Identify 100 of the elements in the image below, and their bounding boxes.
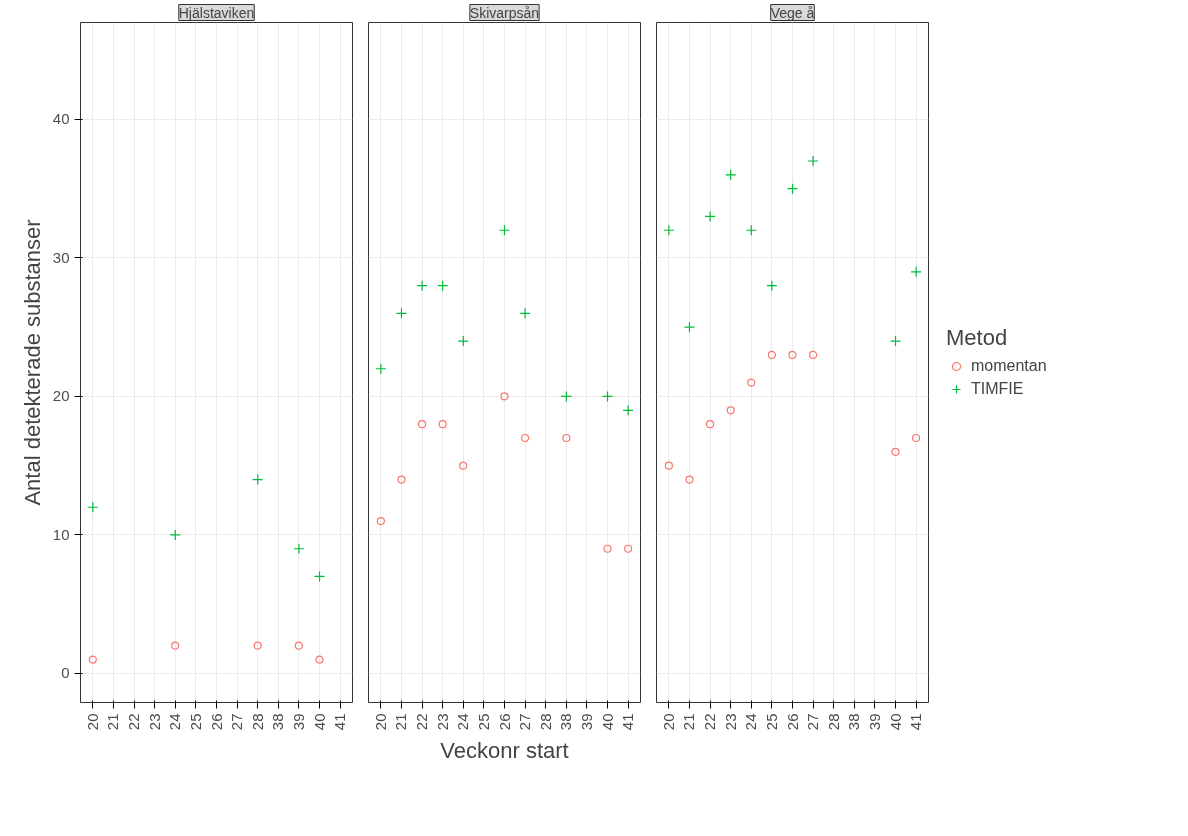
x-tick-label: 28 (536, 713, 554, 731)
x-tick-label: 25 (762, 713, 780, 731)
point (438, 420, 447, 429)
x-tick-label: 24 (166, 713, 184, 731)
x-tick-label: 26 (495, 713, 513, 731)
x-tick-label: 40 (886, 713, 904, 731)
point (437, 280, 449, 292)
x-axis-title: Veckonr start (440, 738, 569, 764)
x-tick-label: 39 (289, 713, 307, 731)
point (562, 433, 571, 443)
y-axis-title: Antal detekterade substanser (19, 219, 45, 506)
x-tick-label: 20 (371, 713, 389, 731)
point (910, 266, 922, 278)
x-tick-label: 27 (228, 713, 246, 731)
point (889, 335, 902, 347)
x-tick-label: 20 (659, 713, 677, 731)
point (745, 224, 757, 236)
point (747, 378, 756, 387)
point (417, 420, 427, 429)
point (786, 183, 799, 195)
x-tick-label: 22 (125, 713, 143, 731)
point (395, 307, 408, 319)
x-tick-label: 41 (619, 713, 637, 731)
point (685, 475, 694, 484)
x-tick-label: 39 (865, 713, 883, 731)
x-tick-label: 21 (680, 713, 698, 731)
point (767, 350, 776, 359)
x-tick-label: 38 (269, 713, 287, 731)
point (252, 473, 264, 486)
point (87, 501, 99, 513)
point (891, 447, 900, 456)
point (171, 641, 180, 650)
point (293, 543, 305, 555)
point (397, 475, 406, 484)
x-tick-label: 23 (433, 713, 451, 731)
point (809, 350, 818, 359)
x-tick-label: 21 (104, 713, 122, 731)
point (519, 307, 531, 319)
point (705, 420, 715, 429)
point (560, 390, 572, 403)
x-tick-label: 38 (557, 713, 575, 731)
point (416, 280, 428, 292)
y-tick-label: 0 (61, 664, 70, 682)
point (601, 390, 614, 403)
point (663, 224, 675, 236)
point (498, 224, 511, 236)
point (766, 280, 778, 292)
point (624, 544, 633, 553)
point (88, 655, 97, 664)
point (459, 461, 468, 470)
point (500, 392, 509, 401)
legend-label: momentan (971, 357, 1047, 375)
point (725, 169, 737, 181)
x-tick-label: 40 (310, 713, 328, 731)
x-tick-label: 24 (454, 713, 472, 731)
x-tick-label: 41 (331, 713, 349, 731)
x-tick-label: 25 (186, 713, 204, 731)
x-tick-label: 38 (845, 713, 863, 731)
point (603, 544, 612, 553)
point (376, 516, 385, 526)
x-tick-label: 27 (804, 713, 822, 731)
x-tick-label: 26 (207, 713, 225, 731)
point (664, 461, 673, 470)
point (253, 641, 262, 650)
x-tick-label: 28 (248, 713, 266, 731)
point (457, 335, 469, 347)
point (788, 350, 797, 359)
x-tick-label: 41 (907, 713, 925, 731)
x-tick-label: 23 (721, 713, 739, 731)
y-tick-label: 10 (52, 525, 70, 543)
x-tick-label: 23 (145, 713, 163, 731)
x-tick-label: 20 (83, 713, 101, 731)
point (315, 655, 324, 664)
legend-title: Metod (946, 325, 1009, 351)
point (169, 529, 181, 541)
x-tick-label: 22 (413, 713, 431, 731)
point (807, 155, 819, 167)
point (726, 406, 735, 415)
x-tick-label: 40 (598, 713, 616, 731)
x-tick-label: 39 (577, 713, 595, 731)
chart-title: Hjälstaviken (178, 4, 255, 21)
point (704, 210, 716, 222)
chart-title: Skivarpsån (469, 4, 540, 21)
y-tick-label: 30 (52, 248, 70, 266)
legend-label: TIMFIE (971, 380, 1024, 398)
x-tick-label: 22 (701, 713, 719, 731)
point (375, 363, 387, 375)
point (294, 641, 304, 650)
y-tick-label: 40 (52, 110, 70, 128)
x-tick-label: 24 (742, 713, 760, 731)
point (622, 404, 634, 416)
x-tick-label: 25 (474, 713, 492, 731)
point (912, 433, 921, 443)
x-tick-label: 26 (783, 713, 801, 731)
x-tick-label: 28 (824, 713, 842, 731)
y-tick-label: 20 (52, 387, 70, 405)
x-tick-label: 21 (392, 713, 410, 731)
point (521, 433, 530, 443)
x-tick-label: 27 (516, 713, 534, 731)
point (683, 321, 696, 333)
